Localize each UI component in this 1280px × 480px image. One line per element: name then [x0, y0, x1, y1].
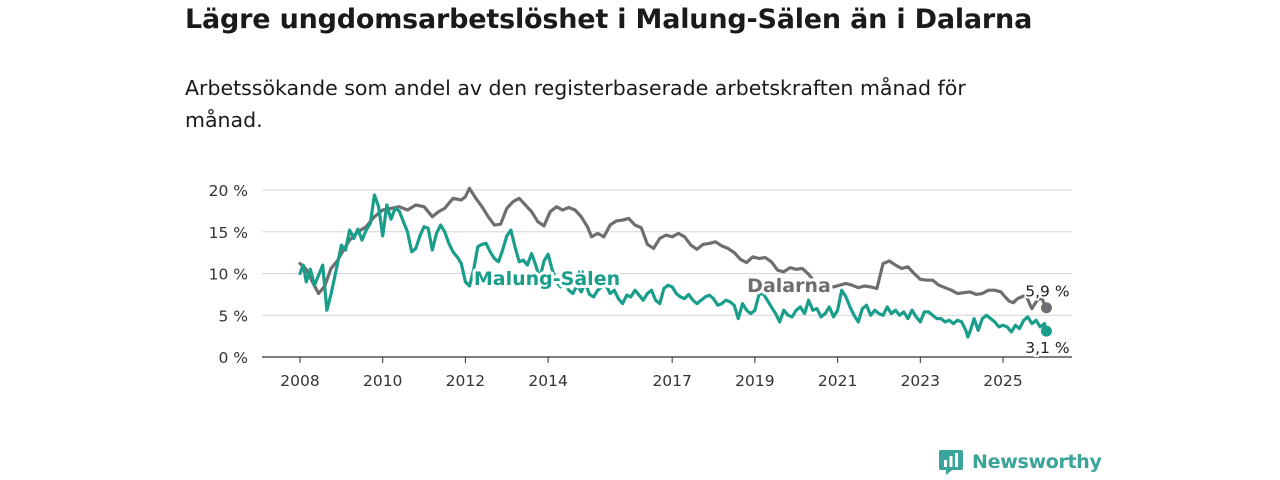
brand-name: Newsworthy: [972, 451, 1102, 473]
chart-title: Lägre ungdomsarbetslöshet i Malung-Sälen…: [185, 4, 1033, 35]
y-tick-label: 0 %: [218, 349, 248, 367]
y-tick-label: 5 %: [218, 307, 248, 325]
end-label-dalarna: 5,9 %: [1025, 283, 1069, 301]
x-tick-label: 2008: [280, 372, 319, 390]
x-tick-label: 2017: [652, 372, 691, 390]
series-label-dalarna: Dalarna: [747, 275, 831, 297]
x-tick-label: 2025: [983, 372, 1022, 390]
series-line-dalarna: [298, 186, 1048, 311]
end-point-dalarna: [1040, 302, 1052, 314]
newsworthy-logo: Newsworthy: [938, 448, 1102, 476]
series-line-malung-s-len: [298, 193, 1048, 339]
x-tick-label: 2010: [363, 372, 402, 390]
newsworthy-logo-icon: [939, 450, 963, 475]
y-tick-label: 15 %: [209, 224, 248, 242]
chart-subtitle: Arbetssökande som andel av den registerb…: [185, 76, 966, 132]
x-tick-label: 2023: [901, 372, 940, 390]
x-tick-label: 2012: [446, 372, 485, 390]
x-tick-label: 2014: [528, 372, 567, 390]
x-tick-label: 2019: [735, 372, 774, 390]
series-label-malung-s-len: Malung-Sälen: [474, 268, 620, 290]
x-tick-label: 2021: [818, 372, 857, 390]
y-tick-label: 10 %: [209, 266, 248, 284]
y-tick-label: 20 %: [209, 182, 248, 200]
end-point-malung-s-len: [1040, 325, 1052, 337]
end-label-malung-s-len: 3,1 %: [1025, 339, 1069, 357]
